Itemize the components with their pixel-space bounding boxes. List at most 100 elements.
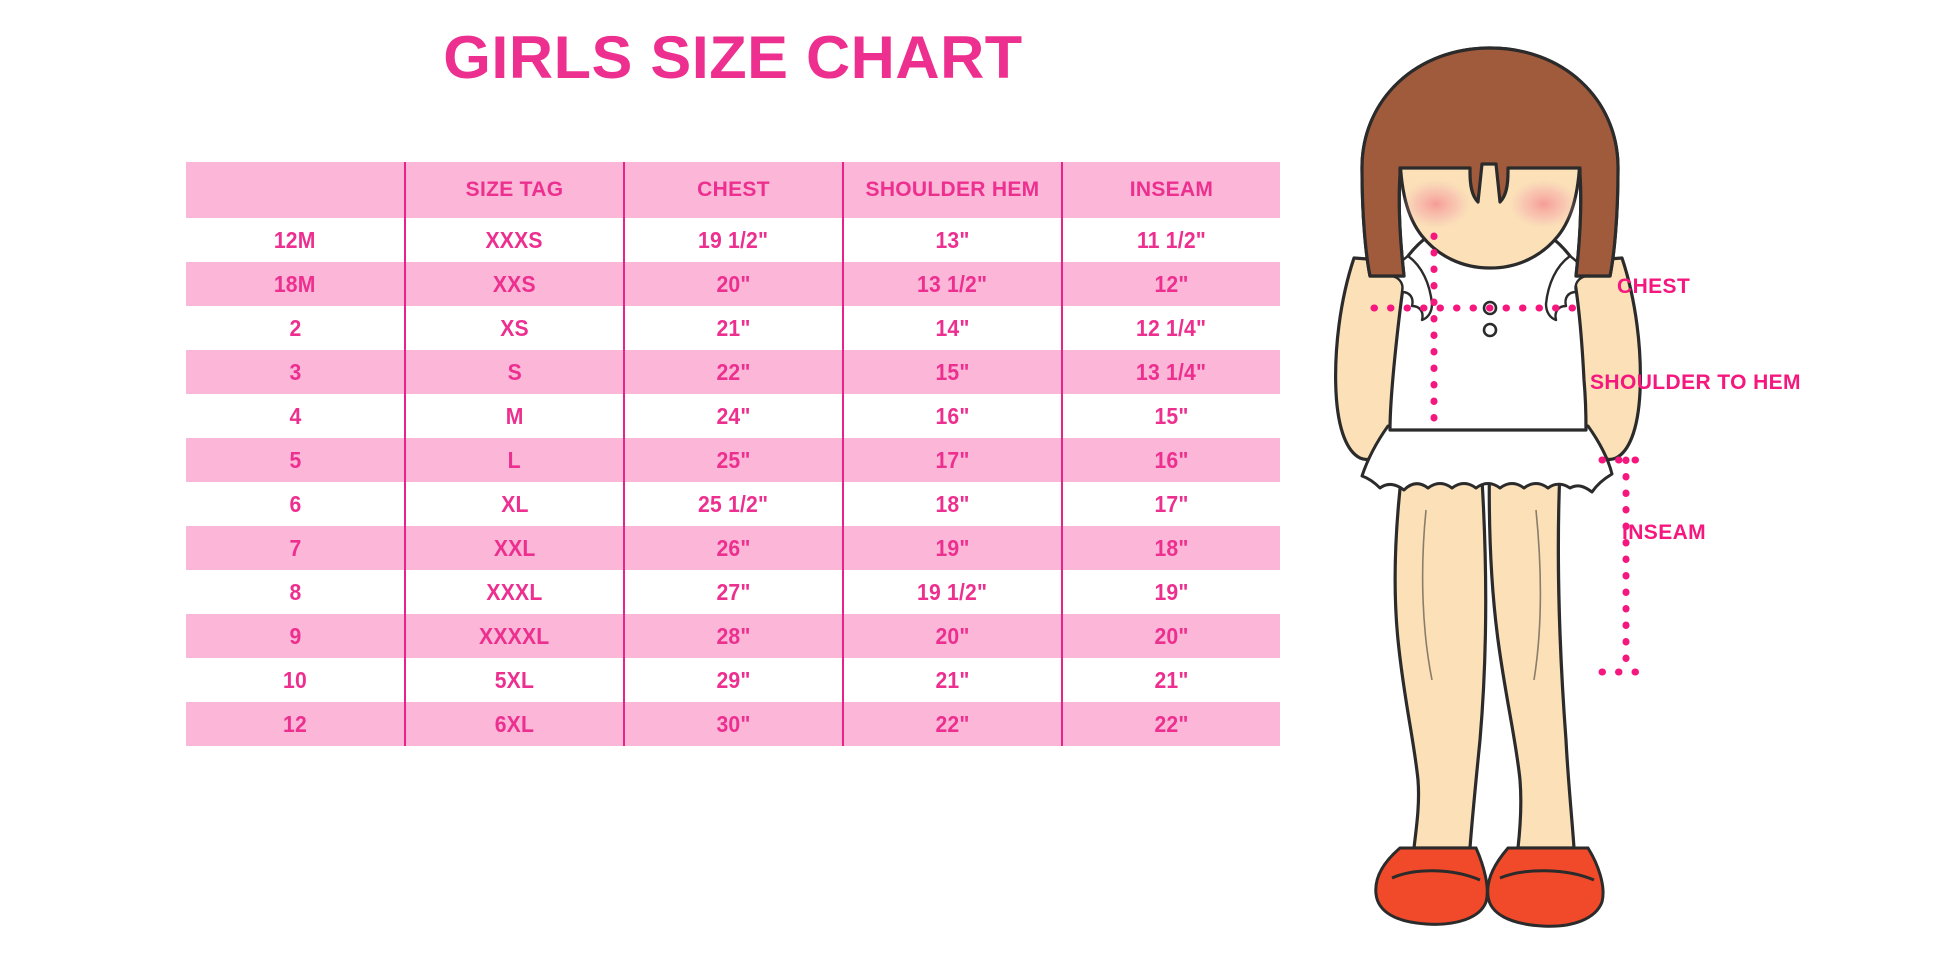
cell-size-tag-text: XXS	[493, 270, 536, 297]
cell-size-text: 18M	[274, 270, 316, 297]
cell-shoulder-hem: 19 1/2"	[842, 570, 1062, 614]
cell-size-tag-text: XXXS	[485, 226, 544, 253]
measurement-label-chest: CHEST	[1617, 275, 1691, 298]
cell-chest: 22"	[623, 350, 843, 394]
cell-size-text: 7	[289, 534, 301, 561]
legs-group	[1393, 438, 1576, 850]
cell-size-tag-text: XXXL	[486, 578, 543, 605]
cell-size: 12M	[186, 218, 405, 262]
cell-inseam: 20"	[1061, 614, 1280, 658]
cell-size-text: 10	[283, 666, 307, 693]
cell-size-tag: 5XL	[404, 658, 624, 702]
cell-inseam-text: 20"	[1154, 622, 1189, 649]
table-row: 12 6XL 30" 22" 22"	[186, 702, 1280, 746]
cell-size-tag-text: S	[507, 358, 522, 385]
cell-size-tag-text: M	[505, 402, 524, 429]
cell-shoulder-hem-text: 15"	[935, 358, 970, 385]
cell-inseam: 18"	[1061, 526, 1280, 570]
cell-inseam-text: 12"	[1154, 270, 1189, 297]
cell-size-tag-text: L	[507, 446, 522, 473]
cell-inseam: 11 1/2"	[1061, 218, 1280, 262]
cell-size: 5	[186, 438, 405, 482]
cell-size: 12	[186, 702, 405, 746]
table-row: 12M XXXS 19 1/2" 13" 11 1/2"	[186, 218, 1280, 262]
cell-chest: 26"	[623, 526, 843, 570]
column-header-chest: CHEST	[623, 162, 843, 218]
measurement-guides	[1370, 232, 1646, 676]
cell-chest-text: 22"	[716, 358, 751, 385]
cell-inseam: 13 1/4"	[1061, 350, 1280, 394]
cell-size: 18M	[186, 262, 405, 306]
cell-shoulder-hem: 13 1/2"	[842, 262, 1062, 306]
cell-size-text: 2	[289, 314, 301, 341]
cell-chest: 20"	[623, 262, 843, 306]
cell-inseam-text: 11 1/2"	[1136, 226, 1206, 253]
cell-chest: 25"	[623, 438, 843, 482]
column-header-inseam: INSEAM	[1061, 162, 1280, 218]
cell-chest-text: 24"	[716, 402, 751, 429]
figure-group	[1334, 46, 1646, 928]
cell-shoulder-hem: 17"	[842, 438, 1062, 482]
cell-inseam-text: 22"	[1154, 710, 1189, 737]
cell-inseam: 17"	[1061, 482, 1280, 526]
cell-chest: 30"	[623, 702, 843, 746]
table-row: 5 L 25" 17" 16"	[186, 438, 1280, 482]
table-row: 18M XXS 20" 13 1/2" 12"	[186, 262, 1280, 306]
cell-shoulder-hem: 13"	[842, 218, 1062, 262]
cell-chest: 19 1/2"	[623, 218, 843, 262]
cell-chest-text: 27"	[716, 578, 751, 605]
cell-size-tag: S	[404, 350, 624, 394]
cell-shoulder-hem: 22"	[842, 702, 1062, 746]
cell-shoulder-hem-text: 22"	[935, 710, 970, 737]
table-row: 8 XXXL 27" 19 1/2" 19"	[186, 570, 1280, 614]
shoes-group	[1374, 846, 1605, 928]
cell-inseam-text: 19"	[1154, 578, 1189, 605]
cell-chest-text: 25 1/2"	[698, 490, 769, 517]
cell-size: 6	[186, 482, 405, 526]
cell-size: 9	[186, 614, 405, 658]
cell-shoulder-hem-text: 19"	[935, 534, 970, 561]
cell-size-tag: L	[404, 438, 624, 482]
column-header-shoulder-hem: SHOULDER HEM	[842, 162, 1062, 218]
cell-chest-text: 21"	[716, 314, 751, 341]
cell-size-tag: M	[404, 394, 624, 438]
table-row: 6 XL 25 1/2" 18" 17"	[186, 482, 1280, 526]
cell-inseam-text: 17"	[1154, 490, 1189, 517]
cell-chest-text: 29"	[716, 666, 751, 693]
cell-size-text: 8	[289, 578, 301, 605]
cell-chest: 21"	[623, 306, 843, 350]
table-row: 7 XXL 26" 19" 18"	[186, 526, 1280, 570]
cell-inseam: 12 1/4"	[1061, 306, 1280, 350]
cell-size-tag-text: XS	[500, 314, 529, 341]
cell-size-tag: XL	[404, 482, 624, 526]
cell-size-tag: XXXS	[404, 218, 624, 262]
cell-chest: 25 1/2"	[623, 482, 843, 526]
size-chart-table: SIZE TAG CHEST SHOULDER HEM INSEAM 12M XX…	[186, 162, 1280, 746]
page-title: GIRLS SIZE CHART	[443, 24, 1023, 91]
cell-inseam-text: 21"	[1154, 666, 1189, 693]
cell-shoulder-hem-text: 13 1/2"	[917, 270, 988, 297]
table-row: 4 M 24" 16" 15"	[186, 394, 1280, 438]
cell-size: 4	[186, 394, 405, 438]
cell-size: 2	[186, 306, 405, 350]
cell-shoulder-hem-text: 14"	[935, 314, 970, 341]
cell-size: 7	[186, 526, 405, 570]
column-header-size	[186, 162, 405, 218]
cell-inseam: 12"	[1061, 262, 1280, 306]
size-chart-table-container: SIZE TAG CHEST SHOULDER HEM INSEAM 12M XX…	[186, 162, 1280, 746]
cell-size: 10	[186, 658, 405, 702]
cell-chest: 27"	[623, 570, 843, 614]
button-bottom	[1482, 322, 1498, 338]
cell-size-tag: XS	[404, 306, 624, 350]
cell-size-tag: XXXXL	[404, 614, 624, 658]
cell-size-text: 12	[283, 710, 307, 737]
cell-chest-text: 28"	[716, 622, 751, 649]
cell-shoulder-hem-text: 21"	[935, 666, 970, 693]
cell-size-tag-text: XXL	[493, 534, 536, 561]
cell-inseam: 16"	[1061, 438, 1280, 482]
cell-size-tag: XXS	[404, 262, 624, 306]
blush-right	[1510, 180, 1578, 228]
skirt-group	[1360, 424, 1614, 494]
cell-inseam-text: 12 1/4"	[1136, 314, 1207, 341]
table-row: 3 S 22" 15" 13 1/4"	[186, 350, 1280, 394]
